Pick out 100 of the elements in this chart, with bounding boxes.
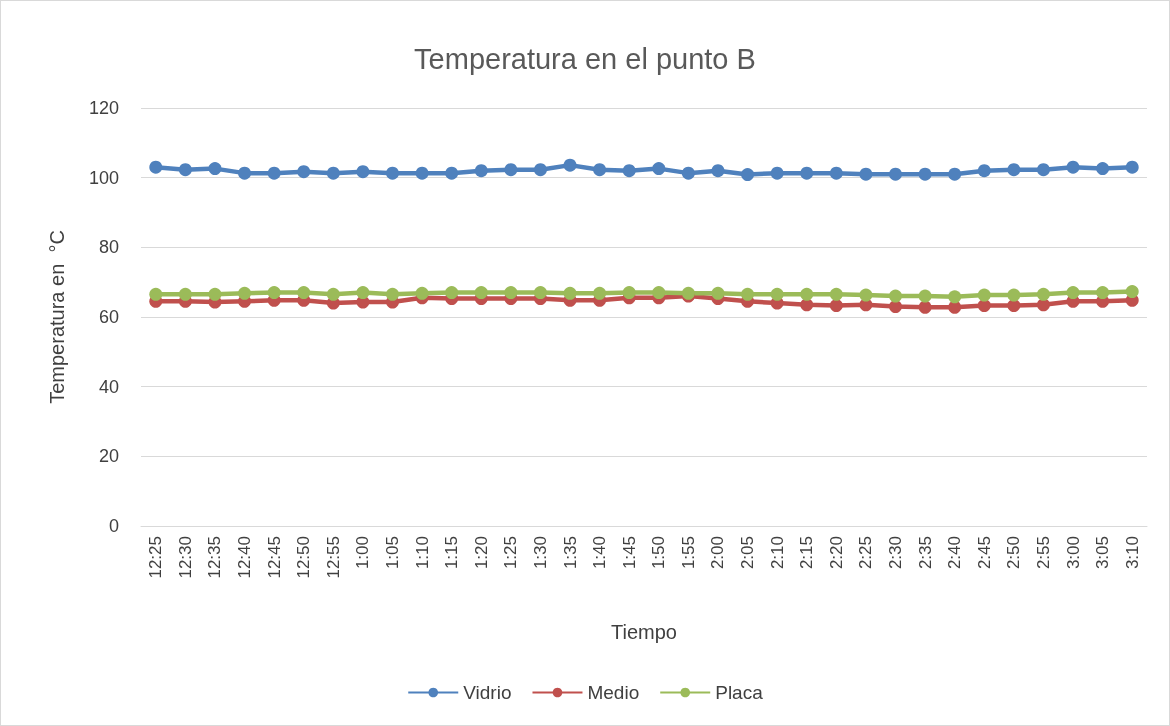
x-tick-label: 12:55 (323, 536, 343, 579)
point (356, 286, 370, 300)
point (593, 163, 607, 177)
point (267, 166, 281, 180)
point (149, 160, 163, 174)
y-tick-label: 120 (88, 98, 119, 118)
y-tick-label: 40 (98, 376, 119, 397)
point (474, 286, 488, 300)
point (948, 290, 962, 304)
legend-label: Vidrio (463, 682, 512, 703)
point (1036, 287, 1050, 301)
point (1096, 162, 1110, 176)
point (1007, 288, 1021, 302)
x-tick-label: 12:25 (146, 536, 166, 579)
point (386, 166, 399, 180)
x-tick-label: 12:35 (205, 536, 225, 579)
point (1096, 286, 1110, 300)
point (1066, 286, 1080, 300)
point (474, 164, 488, 178)
x-tick-label: 2:05 (738, 536, 758, 570)
point (563, 158, 577, 172)
x-axis-title: Tiempo (611, 621, 677, 643)
y-tick-label: 60 (98, 307, 119, 327)
legend-label: Medio (587, 682, 640, 703)
point (918, 289, 932, 303)
point (800, 166, 814, 180)
x-tick-label: 3:10 (1122, 536, 1142, 570)
point (681, 166, 695, 180)
point (533, 163, 547, 177)
point (1007, 163, 1021, 177)
point (711, 286, 725, 300)
point (948, 300, 962, 314)
x-tick-label: 1:05 (383, 536, 402, 570)
x-tick-label: 12:45 (264, 536, 284, 579)
point (297, 165, 311, 179)
point (386, 287, 399, 301)
x-tick-label: 2:00 (708, 536, 728, 570)
point (208, 287, 222, 301)
chart-title: Temperatura en el punto B (414, 42, 756, 75)
point (267, 286, 281, 300)
point (711, 164, 725, 178)
point (918, 167, 932, 181)
x-tick-label: 1:40 (590, 536, 610, 570)
x-tick-label: 1:10 (412, 536, 432, 570)
point (297, 286, 311, 300)
point (326, 166, 340, 180)
legend-label: Placa (715, 682, 764, 703)
x-tick-label: 12:50 (294, 536, 314, 579)
y-tick-label: 80 (98, 237, 119, 258)
point (859, 288, 873, 302)
x-tick-label: 2:50 (1004, 536, 1024, 570)
point (652, 162, 666, 176)
point (178, 287, 192, 301)
point (741, 168, 755, 182)
x-tick-label: 1:45 (619, 536, 639, 570)
point (622, 286, 636, 300)
point (1036, 163, 1050, 177)
x-tick-label: 1:35 (560, 536, 580, 570)
point (829, 287, 843, 301)
point (445, 166, 459, 180)
point (593, 286, 607, 300)
point (977, 164, 991, 178)
point (800, 287, 814, 301)
x-tick-label: 3:05 (1093, 536, 1113, 570)
x-tick-label: 2:25 (856, 536, 876, 570)
point (977, 288, 991, 302)
x-tick-label: 1:50 (649, 536, 669, 570)
y-tick-label: 100 (88, 167, 119, 188)
point (238, 286, 252, 300)
point (948, 167, 962, 181)
point (652, 286, 666, 300)
point (859, 167, 873, 181)
x-tick-label: 1:25 (501, 536, 521, 570)
x-tick-label: 2:10 (767, 536, 787, 570)
point (445, 286, 459, 300)
point (1125, 160, 1139, 174)
point (178, 163, 192, 177)
x-tick-label: 2:15 (797, 536, 817, 570)
point (208, 162, 222, 176)
y-tick-label: 20 (98, 446, 119, 467)
point (504, 163, 518, 177)
point (889, 289, 902, 303)
y-tick-label: 0 (108, 516, 119, 536)
point (829, 166, 843, 180)
point (415, 166, 429, 180)
point (238, 166, 252, 180)
point (889, 300, 902, 314)
x-tick-label: 1:15 (442, 536, 462, 570)
point (415, 286, 429, 300)
point (889, 167, 902, 181)
x-tick-label: 1:30 (530, 536, 550, 570)
x-tick-label: 2:55 (1033, 536, 1053, 570)
point (829, 299, 843, 312)
x-tick-label: 2:30 (886, 536, 905, 570)
x-tick-label: 12:30 (175, 536, 195, 579)
x-tick-label: 2:20 (826, 536, 846, 570)
point (1066, 160, 1080, 174)
point (356, 165, 370, 179)
x-tick-label: 2:45 (974, 536, 994, 570)
point (741, 287, 755, 301)
